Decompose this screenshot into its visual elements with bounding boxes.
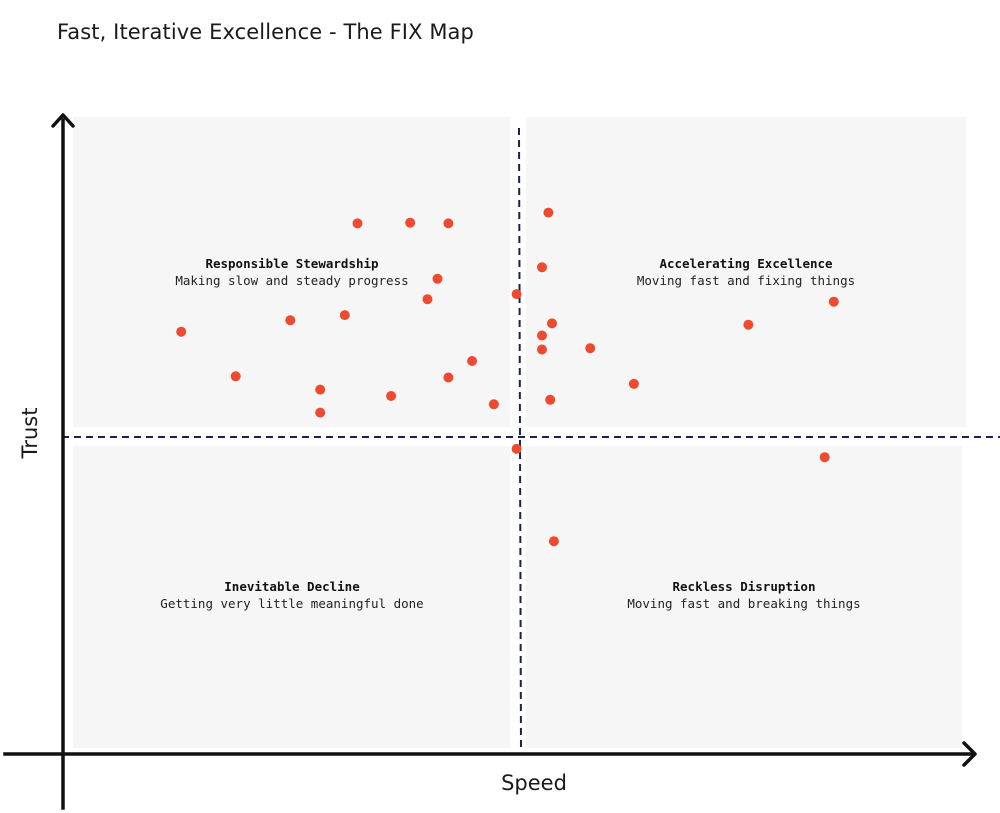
quadrant-name: Responsible Stewardship <box>205 256 378 271</box>
data-point-5 <box>537 262 547 273</box>
y-axis-arrow <box>51 113 75 128</box>
x-axis-label: Speed <box>501 771 567 795</box>
quadrant-label-bottom-right: Reckless Disruption Moving fast and brea… <box>627 579 860 611</box>
data-point-9 <box>828 296 839 307</box>
quadrant-label-top-left: Responsible Stewardship Making slow and … <box>175 256 408 288</box>
data-point-17 <box>537 344 547 355</box>
data-point-27 <box>511 443 522 454</box>
quadrant-label-bottom-left: Inevitable Decline Getting very little m… <box>160 579 423 611</box>
data-point-6 <box>432 273 443 284</box>
quadrant-name: Inevitable Decline <box>224 579 360 594</box>
data-point-20 <box>443 372 454 383</box>
data-point-11 <box>285 315 296 326</box>
quadrant-name: Reckless Disruption <box>673 579 816 594</box>
data-point-16 <box>585 343 596 354</box>
data-point-19 <box>230 371 241 382</box>
vertical-divider <box>518 127 522 753</box>
data-point-25 <box>488 399 499 410</box>
data-point-15 <box>537 330 547 341</box>
y-axis-label: Trust <box>18 408 42 460</box>
data-point-7 <box>511 289 522 300</box>
quadrant-bottom-left-bg <box>73 446 510 748</box>
data-point-10 <box>339 310 350 321</box>
data-point-26 <box>315 407 326 418</box>
quadrant-top-right-bg <box>526 117 966 427</box>
quadrant-description: Moving fast and breaking things <box>627 596 860 611</box>
x-axis-arrow <box>962 741 977 767</box>
quadrant-bottom-right-bg <box>526 446 962 748</box>
data-point-29 <box>548 536 559 547</box>
data-point-2 <box>405 217 416 228</box>
data-point-1 <box>352 218 363 229</box>
quadrant-top-left-bg <box>73 117 510 427</box>
data-point-22 <box>315 384 326 395</box>
data-point-28 <box>819 452 830 463</box>
chart-title: Fast, Iterative Excellence - The FIX Map <box>57 20 474 44</box>
data-point-21 <box>628 378 639 389</box>
data-point-24 <box>545 394 556 405</box>
data-point-23 <box>386 391 397 401</box>
data-points <box>176 207 839 547</box>
data-point-3 <box>443 218 454 229</box>
data-point-14 <box>547 318 557 329</box>
quadrant-description: Making slow and steady progress <box>175 273 408 288</box>
quadrant-name: Accelerating Excellence <box>659 256 833 271</box>
quadrant-description: Getting very little meaningful done <box>160 596 423 611</box>
data-point-13 <box>743 319 754 330</box>
quadrant-description: Moving fast and fixing things <box>637 273 855 288</box>
data-point-12 <box>176 326 187 337</box>
data-point-8 <box>422 294 433 305</box>
data-point-18 <box>467 356 478 366</box>
data-point-4 <box>543 207 554 218</box>
quadrant-label-top-right: Accelerating Excellence Moving fast and … <box>637 256 855 288</box>
